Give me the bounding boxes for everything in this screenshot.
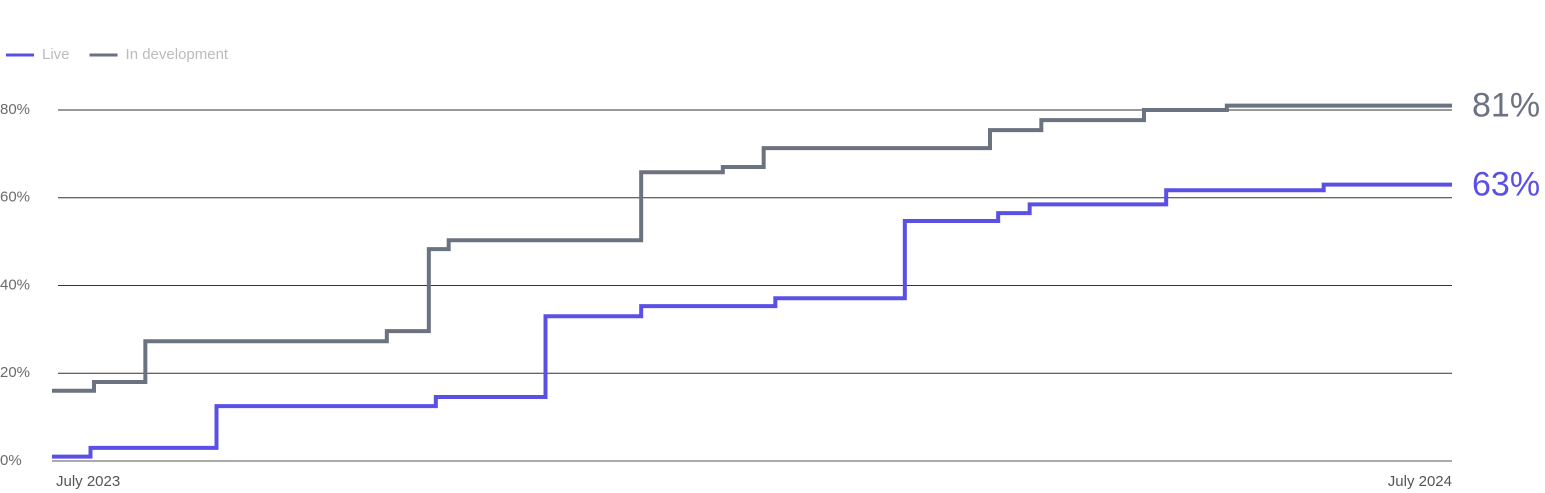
x-tick-label: July 2024	[1388, 473, 1452, 490]
end-label: 81%	[1472, 87, 1540, 125]
legend-label: In development	[126, 46, 229, 63]
series-line	[52, 103, 1452, 393]
series-line	[52, 182, 1452, 459]
x-tick-label: July 2023	[56, 473, 120, 490]
y-tick-label: 0%	[0, 452, 22, 469]
y-tick-label: 80%	[0, 101, 30, 118]
legend-label: Live	[42, 46, 70, 63]
end-label: 63%	[1472, 166, 1540, 204]
y-tick-label: 20%	[0, 364, 30, 381]
y-tick-label: 60%	[0, 189, 30, 206]
y-tick-label: 40%	[0, 276, 30, 293]
